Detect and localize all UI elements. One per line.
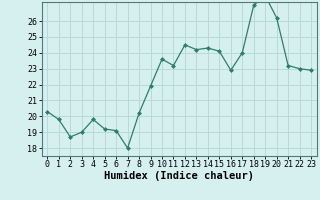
X-axis label: Humidex (Indice chaleur): Humidex (Indice chaleur) [104, 171, 254, 181]
